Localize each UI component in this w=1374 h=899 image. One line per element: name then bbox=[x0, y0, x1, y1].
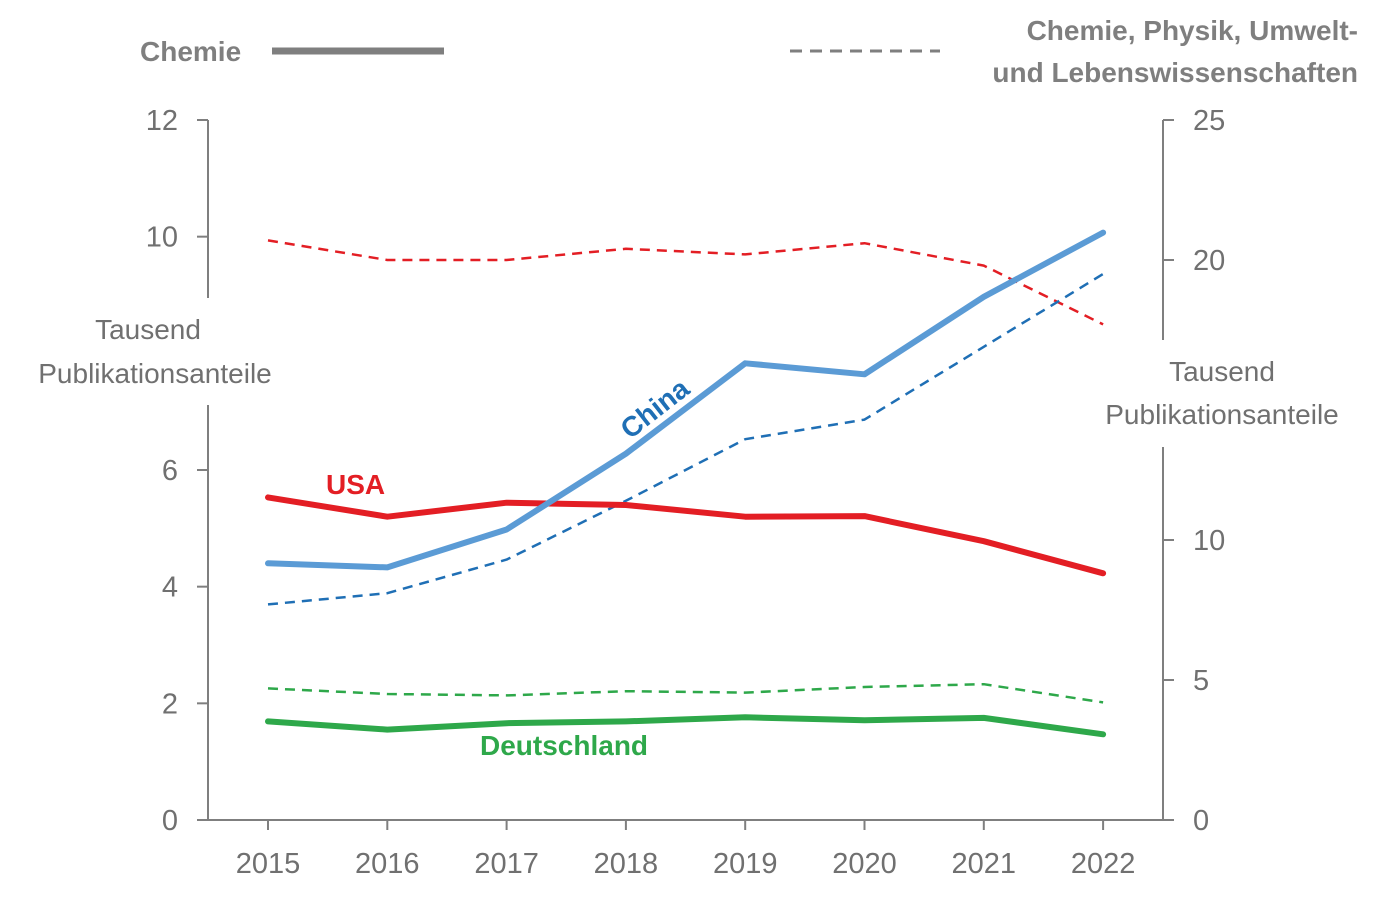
deutschland-label: Deutschland bbox=[480, 730, 648, 761]
right-tick-label: 10 bbox=[1193, 525, 1225, 557]
x-tick-label: 2015 bbox=[236, 848, 301, 880]
left-tick-label: 4 bbox=[162, 572, 178, 604]
axes bbox=[207, 120, 1164, 821]
left-axis-title-line2: Publikationsanteile bbox=[38, 358, 272, 389]
x-tick-label: 2018 bbox=[594, 848, 659, 880]
series-line-usa-solid bbox=[265, 494, 1107, 577]
right-axis-title-line1: Tausend bbox=[1169, 356, 1275, 387]
usa-label: USA bbox=[326, 469, 385, 500]
right-tick-label: 0 bbox=[1193, 805, 1209, 837]
x-tick-label: 2017 bbox=[474, 848, 539, 880]
x-tick-label: 2016 bbox=[355, 848, 420, 880]
series-line-china-solid bbox=[265, 229, 1107, 571]
right-tick-label: 20 bbox=[1193, 245, 1225, 277]
right-tick-label: 25 bbox=[1193, 105, 1225, 137]
series-line-deutschland-dashed bbox=[267, 682, 1104, 704]
left-tick-label: 0 bbox=[162, 805, 178, 837]
x-tick-label: 2019 bbox=[713, 848, 778, 880]
left-tick-label: 10 bbox=[146, 222, 178, 254]
left-tick-label: 12 bbox=[146, 105, 178, 137]
x-tick-label: 2022 bbox=[1071, 848, 1136, 880]
left-tick-label: 6 bbox=[162, 455, 178, 487]
x-axis-ticks: 2015 2016 2017 2018 2019 2020 2021 2022 bbox=[236, 820, 1136, 880]
series-line-china-dashed bbox=[267, 272, 1104, 606]
right-axis-ticks: 0 5 10 20 25 bbox=[1163, 105, 1225, 837]
left-axis-ticks: 0 2 4 6 10 12 bbox=[146, 105, 208, 837]
series-line-deutschland-solid bbox=[265, 714, 1107, 738]
right-tick-label: 5 bbox=[1193, 665, 1209, 697]
series-line-usa-dashed bbox=[267, 239, 1104, 326]
x-tick-label: 2021 bbox=[952, 848, 1017, 880]
legend-dashed-label-line1: Chemie, Physik, Umwelt- bbox=[1027, 15, 1358, 46]
legend-solid-label: Chemie bbox=[140, 36, 241, 67]
series-group bbox=[265, 229, 1107, 738]
right-axis-title-line2: Publikationsanteile bbox=[1105, 399, 1339, 430]
left-tick-label: 2 bbox=[162, 688, 178, 720]
left-axis-title-line1: Tausend bbox=[95, 314, 201, 345]
legend-dashed-label-line2: und Lebenswissenschaften bbox=[992, 57, 1358, 88]
x-tick-label: 2020 bbox=[832, 848, 897, 880]
